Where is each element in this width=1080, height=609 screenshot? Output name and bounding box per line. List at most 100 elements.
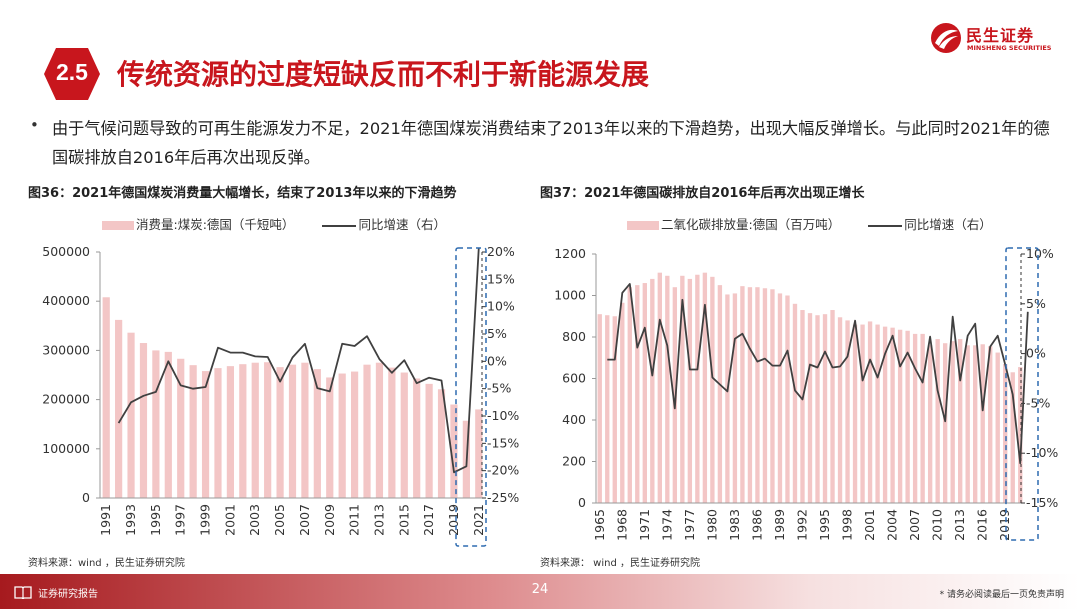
legend-line-swatch <box>322 224 357 227</box>
bar-1970 <box>635 285 640 503</box>
bar-1995 <box>152 350 160 498</box>
x-tick-label: 1977 <box>682 509 697 541</box>
figure-37-title: 图37：2021年德国碳排放自2016年后再次出现正增长 <box>540 186 865 201</box>
bar-2018 <box>995 352 1000 503</box>
bullet-text: 由于气候问题导致的可再生能源发力不足，2021年德国煤炭消费结束了2013年以来… <box>52 119 1050 167</box>
x-tick-label: 2001 <box>862 509 877 541</box>
legend-bar-label: 消费量:煤炭:德国（千短吨） <box>136 217 295 232</box>
bar-1986 <box>755 287 760 503</box>
book-icon <box>14 586 32 599</box>
disclaimer: * 请务必阅读最后一页免责声明 <box>939 590 1064 600</box>
y-right-tick-label: -5% <box>487 381 511 396</box>
legend-bar-label: 二氧化碳排放量:德国（百万吨） <box>661 217 841 232</box>
highlight-box <box>1005 247 1039 541</box>
page-number: 24 <box>531 582 549 597</box>
bar-1984 <box>740 286 745 503</box>
x-tick-label: 1983 <box>727 509 742 541</box>
legend-bar-swatch <box>102 221 134 230</box>
bar-2005 <box>897 329 903 503</box>
x-tick-label: 1995 <box>148 504 163 536</box>
x-tick-label: 1968 <box>614 509 629 541</box>
bar-2016 <box>980 344 985 503</box>
x-tick-label: 2003 <box>247 504 262 536</box>
bar-1977 <box>687 278 693 503</box>
x-tick-label: 1974 <box>659 509 674 541</box>
bar-1999 <box>201 371 210 498</box>
bar-1998 <box>845 320 850 503</box>
y-right-tick-label: -10% <box>1026 445 1058 460</box>
x-tick-label: 2010 <box>930 509 945 541</box>
bar-1991 <box>792 303 798 503</box>
bar-1974 <box>665 275 670 503</box>
bar-1967 <box>612 316 617 503</box>
y-left-tick-label: 400 <box>562 412 586 427</box>
bar-2005 <box>276 367 284 498</box>
growth-rate-line <box>117 247 480 474</box>
bar-2007 <box>912 333 918 503</box>
bar-1987 <box>762 288 768 503</box>
bar-1980 <box>710 276 715 503</box>
y-right-tick-label: 15% <box>487 271 515 286</box>
bar-1996 <box>830 310 835 503</box>
bar-2021 <box>475 409 483 498</box>
x-tick-label: 1971 <box>637 509 652 541</box>
bar-1999 <box>852 324 858 503</box>
x-tick-label: 2005 <box>272 504 287 536</box>
bar-1994 <box>815 315 820 503</box>
bar-1966 <box>605 315 610 503</box>
bar-2017 <box>425 383 433 498</box>
y-right-tick-label: -15% <box>1026 495 1058 510</box>
bar-1995 <box>822 314 828 503</box>
brand-name-cn: 民生证券 <box>966 26 1035 45</box>
bar-2003 <box>251 362 259 498</box>
bar-2013 <box>375 362 384 498</box>
footer-label: 证券研究报告 <box>38 589 98 600</box>
bar-2004 <box>890 327 895 503</box>
highlight-box <box>455 247 487 547</box>
bar-2019 <box>1003 363 1008 503</box>
brand-name-en: MINSHENG SECURITIES <box>967 44 1052 52</box>
brand-logo: 民生证券 MINSHENG SECURITIES <box>930 20 1060 56</box>
bar-2015 <box>400 372 408 498</box>
x-tick-label: 1980 <box>704 509 719 541</box>
bar-1983 <box>732 293 738 503</box>
y-right-tick-label: -20% <box>487 463 519 478</box>
x-tick-label: 2017 <box>421 504 436 536</box>
bar-1968 <box>620 302 625 503</box>
bar-1994 <box>139 343 148 498</box>
y-left-tick-label: 400000 <box>42 293 90 308</box>
bar-1991 <box>102 297 110 498</box>
bar-1971 <box>642 283 647 503</box>
bar-2019 <box>450 404 458 498</box>
x-tick-label: 2019 <box>997 509 1012 541</box>
chart-37-legend: 二氧化碳排放量:德国（百万吨） 同比增速（右） <box>627 214 992 232</box>
bar-1997 <box>837 317 843 503</box>
y-left-tick-label: 200000 <box>42 392 90 407</box>
x-tick-label: 2019 <box>446 504 461 536</box>
bar-2018 <box>437 389 446 498</box>
y-left-tick-label: 100000 <box>42 441 90 456</box>
y-left-tick-label: 0 <box>578 495 586 510</box>
bar-1965 <box>597 314 602 503</box>
bar-1985 <box>747 287 753 503</box>
bar-2007 <box>301 362 309 498</box>
section-number: 2.5 <box>56 59 88 85</box>
figure-36-title: 图36：2021年德国煤炭消费量大幅增长，结束了2013年以来的下滑趋势 <box>28 186 457 201</box>
x-tick-label: 1999 <box>198 504 213 536</box>
x-tick-label: 1986 <box>749 509 764 541</box>
x-tick-label: 1965 <box>592 509 607 541</box>
section-badge: 2.5 <box>42 46 102 102</box>
bar-2011 <box>942 343 948 503</box>
y-left-tick-label: 600 <box>562 371 586 386</box>
bar-2009 <box>326 377 334 498</box>
bar-1993 <box>127 332 135 498</box>
x-tick-label: 1997 <box>173 504 188 536</box>
x-tick-label: 2013 <box>952 509 967 541</box>
x-tick-label: 2013 <box>371 504 386 536</box>
bar-1997 <box>177 358 185 498</box>
bar-1982 <box>725 294 730 503</box>
bar-2012 <box>950 341 955 503</box>
chart-37: 0 200 400 600 800 1000 1200 -15% -10% -5% 0% 5% 10% 1… <box>540 232 1070 554</box>
bar-2012 <box>363 364 371 498</box>
bar-2000 <box>214 368 222 498</box>
